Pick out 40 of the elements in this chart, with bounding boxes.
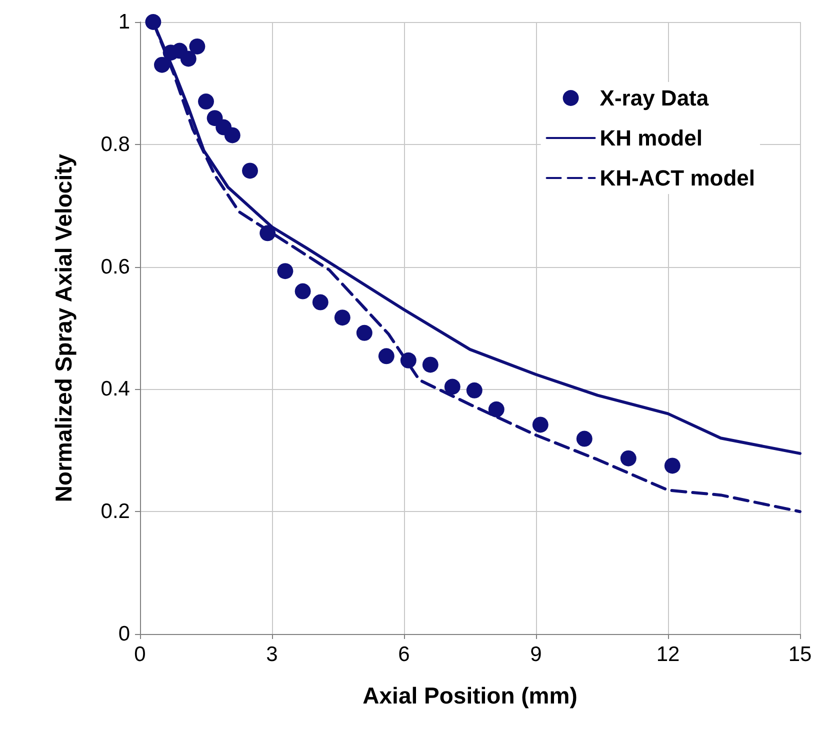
legend-label: KH model (600, 126, 702, 150)
point (154, 56, 170, 73)
point (260, 225, 276, 242)
y-tick-label: 0.6 (100, 255, 130, 278)
point (277, 263, 294, 280)
x-tick-label: 15 (788, 643, 812, 666)
point (488, 401, 504, 418)
point (576, 430, 592, 447)
point (422, 356, 438, 373)
legend-label: KH-ACT model (600, 166, 756, 190)
point (189, 38, 206, 54)
point (145, 14, 162, 30)
point (294, 283, 311, 300)
point (198, 94, 214, 110)
point (378, 348, 394, 364)
point (180, 50, 196, 67)
point (334, 310, 350, 326)
y-tick-label: 0.8 (100, 132, 130, 156)
y-tick-label: 0.2 (100, 500, 130, 524)
x-tick-label: 12 (656, 643, 680, 666)
point (242, 162, 258, 179)
point (356, 324, 372, 341)
legend-label: X-ray Data (600, 86, 710, 110)
y-tick-label: 0 (118, 622, 130, 646)
point (312, 294, 328, 310)
y-axis-title: Normalized Spray Axial Velocity (50, 154, 76, 502)
x-tick-label: 9 (530, 643, 542, 666)
point (620, 450, 636, 466)
x-axis-title: Axial Position (mm) (362, 682, 578, 708)
point (466, 382, 482, 398)
y-tick-label: 0.4 (100, 378, 130, 401)
point (224, 127, 240, 144)
x-tick-label: 6 (398, 643, 410, 666)
point (444, 378, 460, 395)
point (400, 352, 416, 368)
point (532, 416, 548, 433)
y-tick-label: 1 (118, 10, 130, 34)
x-tick-label: 0 (134, 643, 146, 666)
x-tick-label: 3 (266, 643, 278, 666)
point (664, 458, 680, 474)
